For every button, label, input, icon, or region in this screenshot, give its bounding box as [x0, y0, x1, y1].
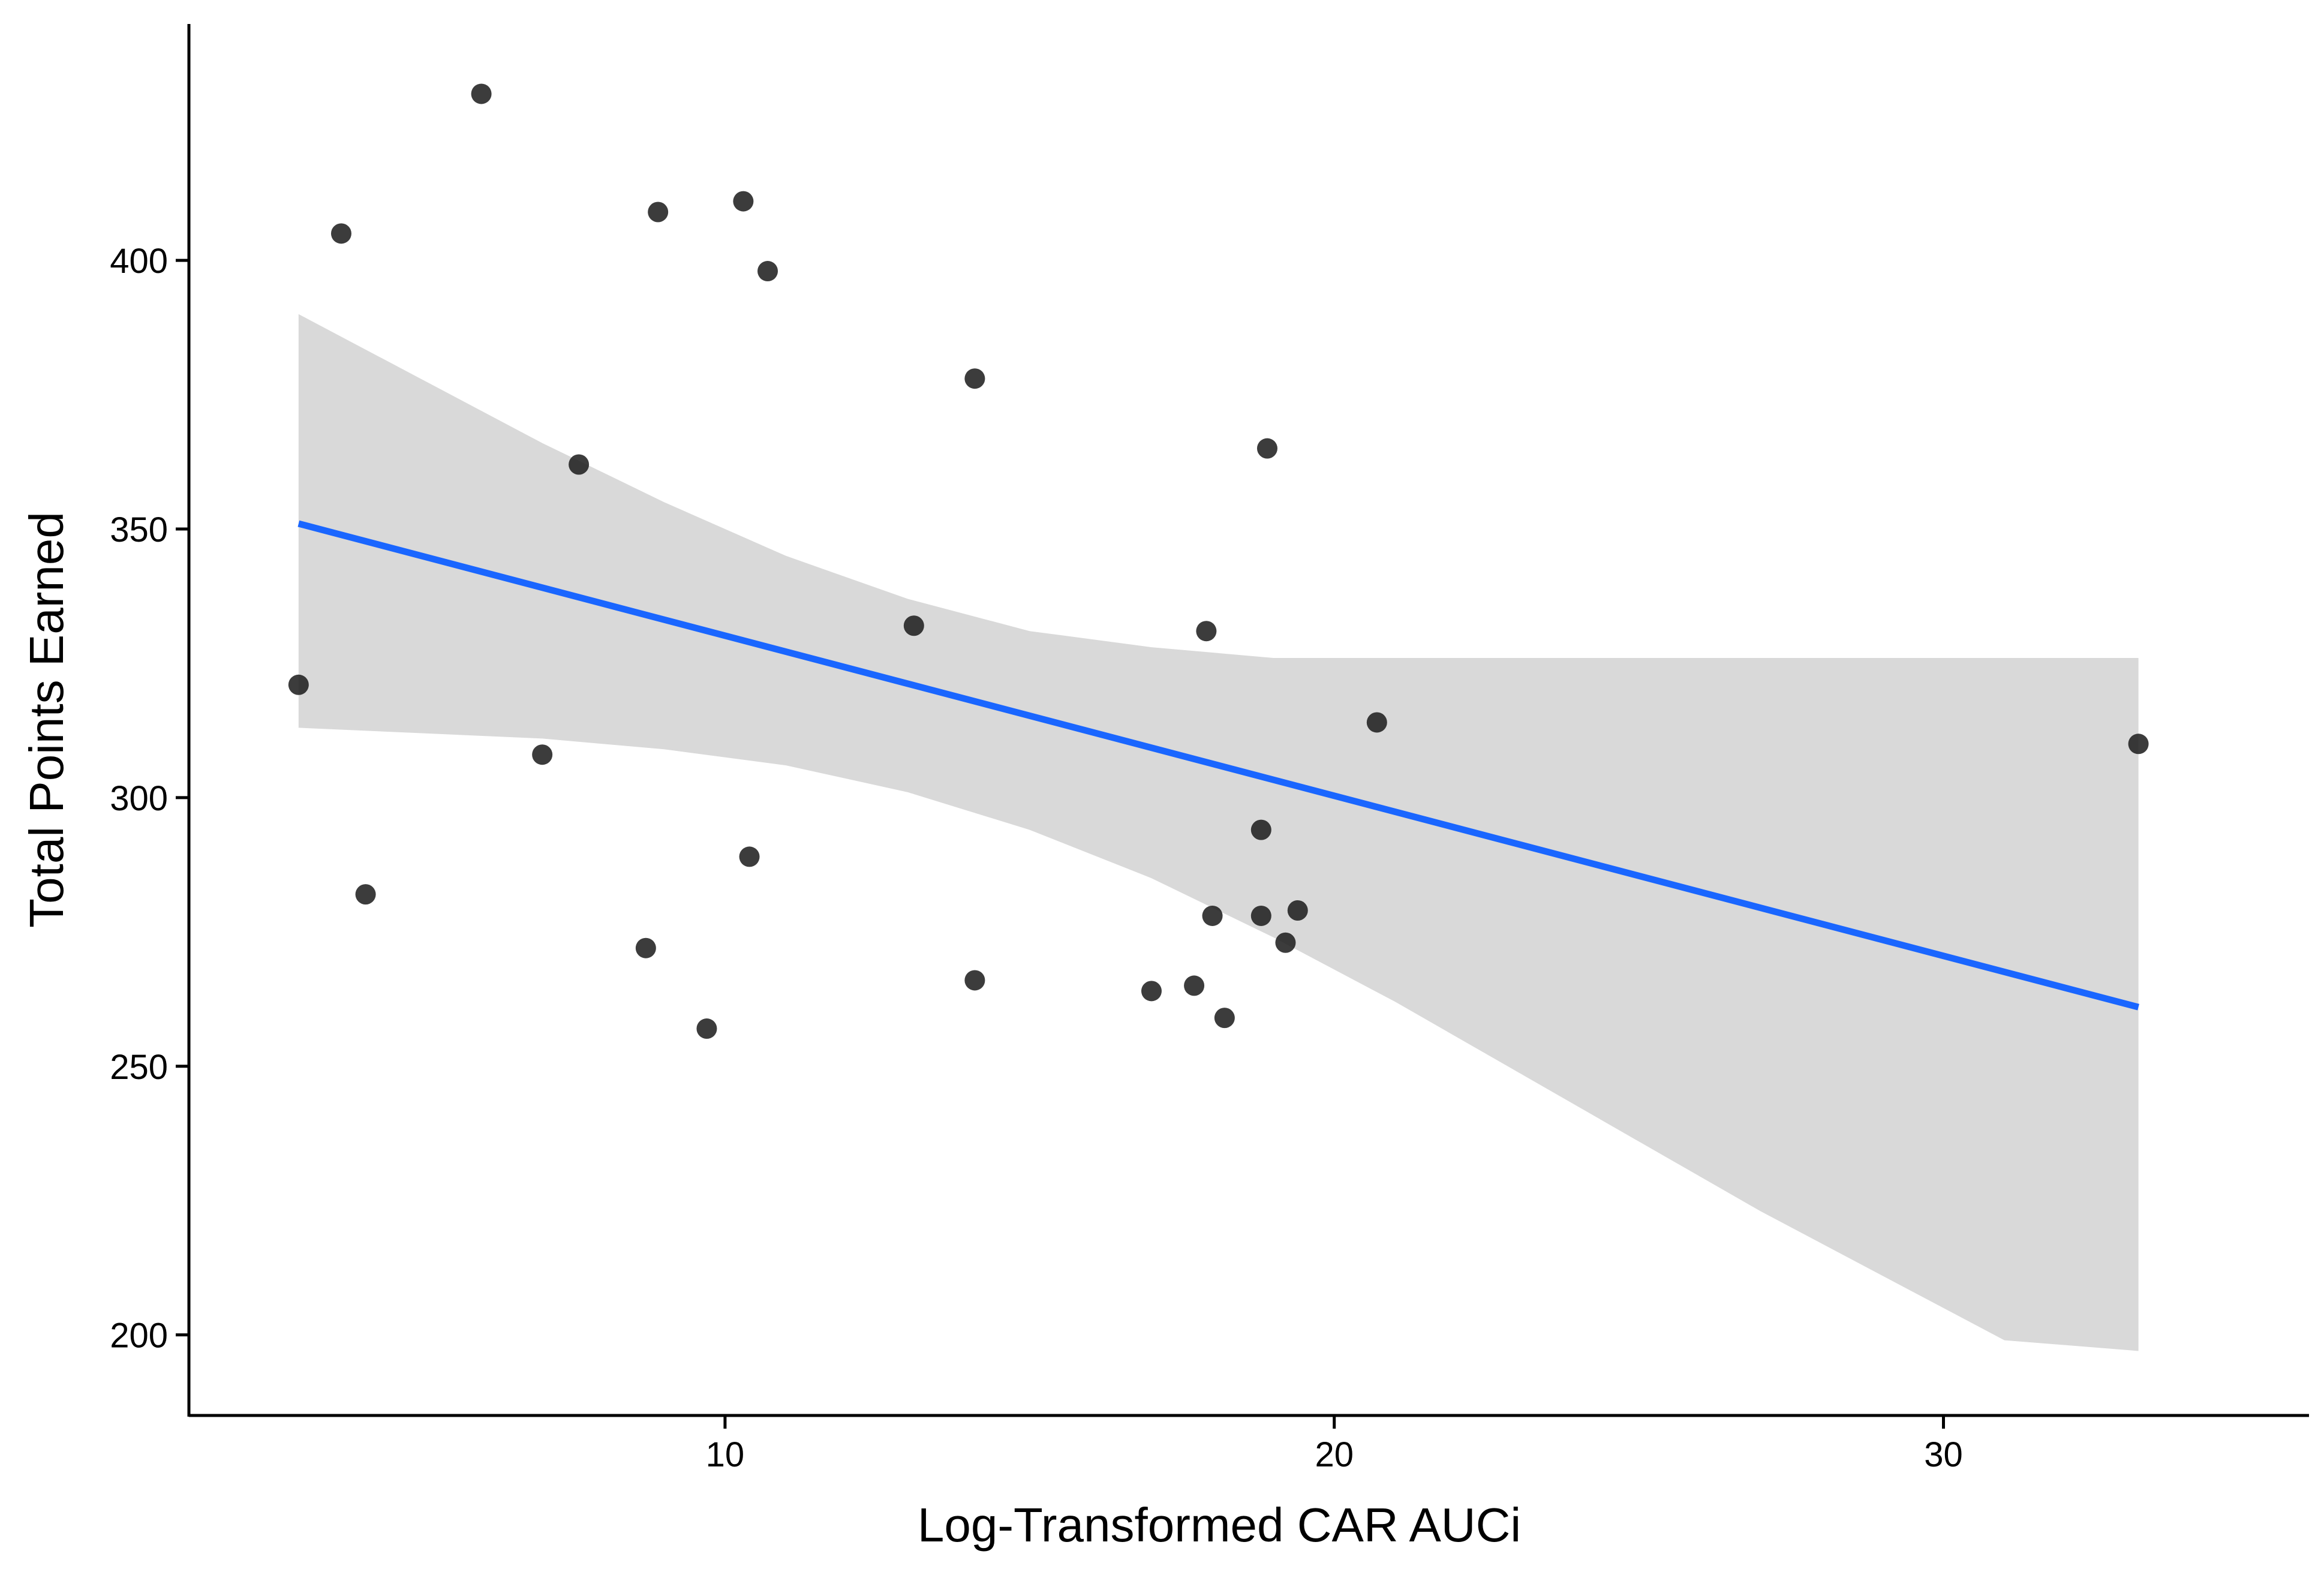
data-point — [2128, 734, 2149, 755]
data-point — [733, 191, 754, 212]
data-point — [1250, 819, 1271, 840]
x-tick-label: 10 — [706, 1435, 745, 1474]
data-point — [288, 674, 309, 695]
data-point — [1275, 932, 1296, 953]
data-point — [648, 202, 669, 223]
points-layer — [288, 83, 2149, 1039]
axes-layer: 10 20 30 200 250 300 350 400 — [110, 24, 2309, 1474]
data-point — [1196, 621, 1217, 642]
data-point — [532, 744, 553, 765]
data-point — [1256, 438, 1277, 459]
fit-line-layer — [297, 520, 2139, 1011]
y-tick-label: 350 — [110, 510, 168, 549]
y-tick-label: 400 — [110, 242, 168, 281]
data-point — [739, 846, 760, 867]
y-tick-label: 300 — [110, 779, 168, 818]
data-point — [471, 83, 492, 104]
data-point — [964, 970, 985, 991]
data-point — [1250, 905, 1271, 926]
data-point — [1366, 712, 1387, 733]
data-point — [1214, 1008, 1235, 1029]
x-tick-label: 20 — [1315, 1435, 1354, 1474]
y-axis-title: Total Points Earned — [20, 512, 73, 928]
data-point — [635, 937, 656, 958]
data-point — [355, 884, 376, 905]
confidence-band — [298, 314, 2139, 1351]
x-axis-title: Log-Transformed CAR AUCi — [918, 1498, 1521, 1552]
data-point — [903, 615, 924, 636]
data-point — [1141, 981, 1162, 1002]
data-point — [569, 454, 590, 475]
x-tick-label: 30 — [1924, 1435, 1963, 1474]
regression-line — [297, 520, 2139, 1011]
y-tick-label: 250 — [110, 1048, 168, 1087]
data-point — [696, 1018, 717, 1039]
confidence-band-layer — [298, 314, 2139, 1351]
data-point — [1202, 905, 1223, 926]
data-point — [757, 261, 778, 282]
data-point — [330, 223, 351, 244]
data-point — [964, 368, 985, 389]
y-tick-label: 200 — [110, 1316, 168, 1355]
data-point — [1287, 900, 1308, 921]
data-point — [1184, 975, 1205, 996]
